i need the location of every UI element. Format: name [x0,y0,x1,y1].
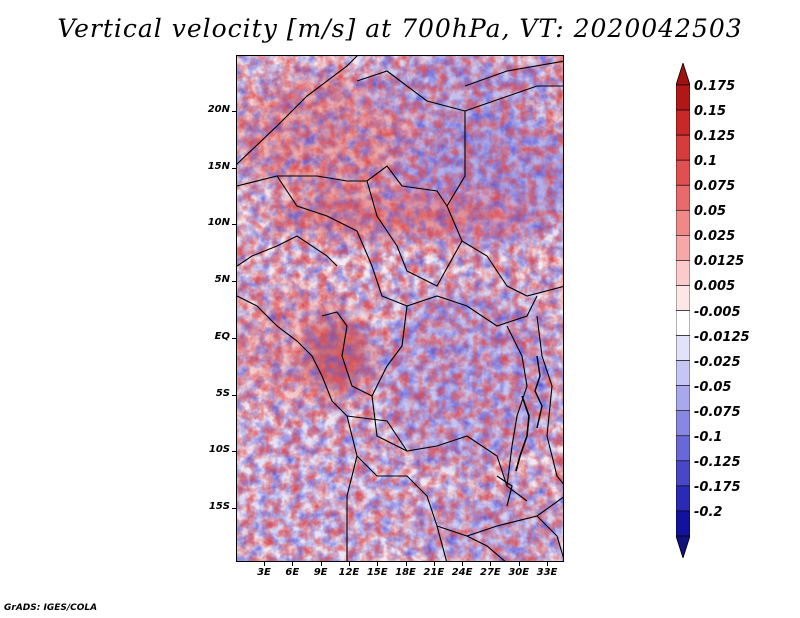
lat-tick-mark [232,224,236,226]
colorbar-label: -0.1 [694,429,723,445]
colorbar-box [675,260,691,286]
credit-footer: GrADS: IGES/COLA [4,603,98,613]
colorbar-label: 0.005 [694,279,736,295]
lat-tick-mark [232,507,236,509]
colorbar [675,61,691,560]
colorbar-label: -0.175 [694,479,741,495]
colorbar-label: 0.1 [694,154,718,170]
lat-tick-label: EQ [214,330,230,342]
vertical-velocity-field [237,56,563,561]
lat-tick-label: 20N [207,104,230,115]
lon-tick-mark [547,562,548,566]
lon-tick-label: 3E [257,567,271,578]
colorbar-label: -0.2 [694,504,723,520]
colorbar-label: 0.15 [694,104,727,120]
lat-tick-label: 10S [208,444,230,456]
colorbar-label: -0.075 [694,404,741,420]
colorbar-label: -0.025 [694,354,741,370]
colorbar-boxes [675,61,691,560]
lon-tick-label: 6E [285,567,300,578]
colorbar-label: -0.005 [694,304,741,320]
lon-tick-mark [518,562,520,566]
lon-tick-mark [292,562,294,566]
lon-tick-mark [348,562,350,566]
colorbar-label: 0.075 [694,179,736,195]
lon-tick-mark [405,562,407,566]
colorbar-box [675,310,691,336]
lat-tick-mark [232,337,236,339]
lon-tick-label: 27E [480,567,501,578]
colorbar-label: 0.025 [694,229,736,245]
colorbar-box [675,460,691,487]
colorbar-box [675,510,691,537]
lon-tick-mark [377,562,379,566]
colorbar-label: 0.125 [694,129,736,145]
lon-tick-label: 30E [508,567,530,578]
lon-tick-label: 21E [423,567,445,578]
lat-tick-label: 10N [207,217,230,229]
colorbar-label: 0.0125 [694,254,745,270]
lat-tick-label: 15S [208,500,230,512]
lat-tick-mark [232,167,236,169]
colorbar-box [675,410,691,437]
lat-tick-mark [232,281,236,283]
lat-tick-label: 5S [215,387,230,399]
colorbar-box [675,385,691,412]
country-borders [237,56,563,561]
colorbar-label: 0.05 [694,204,727,220]
lon-tick-label: 15E [366,567,388,578]
colorbar-box [675,159,691,186]
colorbar-box [675,209,691,236]
colorbar-box [675,335,691,361]
colorbar-box [675,109,691,136]
colorbar-label: -0.05 [694,379,732,395]
lon-tick-label: 24E [451,567,473,578]
lon-tick-label: 18E [395,567,416,578]
colorbar-label: 0.175 [694,79,736,94]
lat-tick-mark [232,394,236,396]
colorbar-box [675,360,691,386]
lon-tick-mark [462,562,464,566]
map-title: Vertical velocity [m/s] at 700hPa, VT: 2… [57,14,743,43]
lon-tick-mark [433,562,435,566]
colorbar-box [675,285,691,311]
colorbar-box [675,134,691,161]
colorbar-label: -0.0125 [694,329,750,345]
colorbar-box [675,435,691,462]
colorbar-label: -0.125 [694,454,741,470]
colorbar-box [675,485,691,512]
lon-tick-label: 9E [313,567,328,578]
colorbar-box [675,184,691,211]
colorbar-box [675,84,691,111]
colorbar-bottom-arrow [675,535,691,560]
lon-tick-mark [320,562,322,566]
lat-tick-mark [232,451,236,453]
lon-tick-label: 12E [338,567,360,578]
lon-tick-mark [490,562,492,566]
colorbar-top-arrow [675,61,691,86]
lat-tick-mark [232,111,236,112]
lon-tick-label: 33E [536,567,558,578]
lat-tick-label: 5N [214,274,230,286]
colorbar-box [675,235,691,261]
lat-tick-label: 15N [207,160,230,172]
lon-tick-mark [264,562,265,566]
map-plot-area [236,55,564,562]
